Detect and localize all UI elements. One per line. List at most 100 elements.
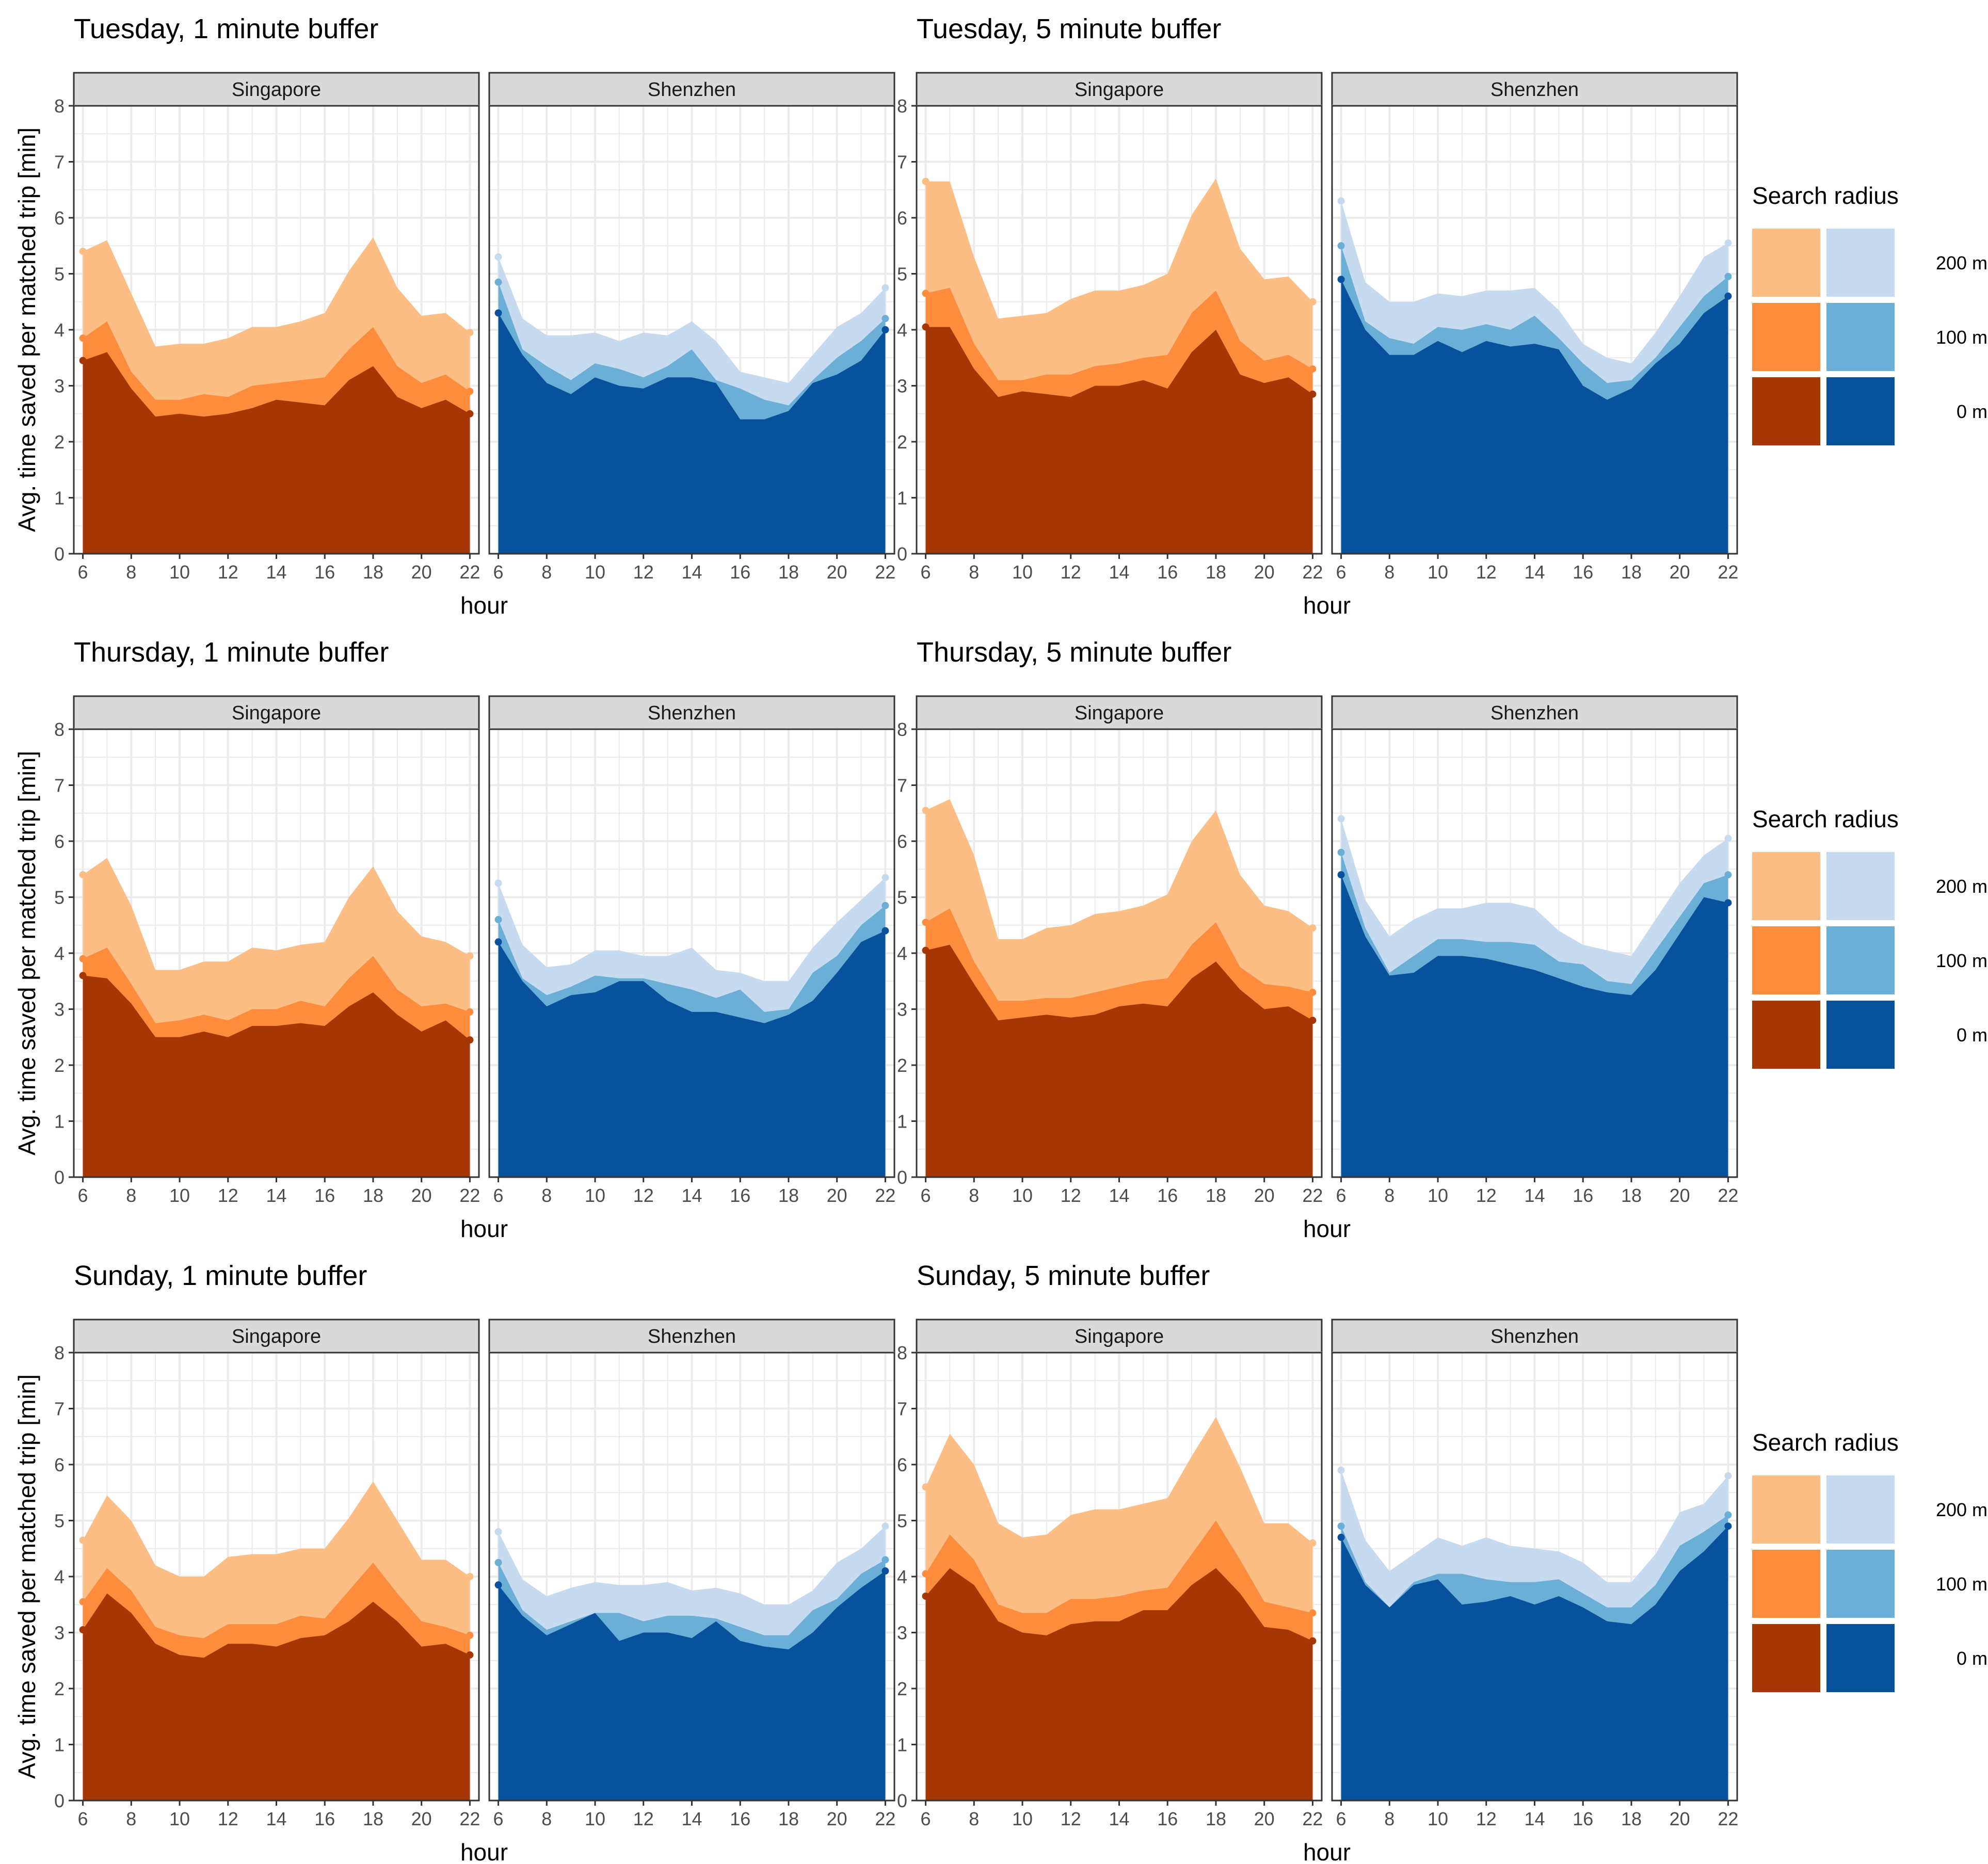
x-tick-label: 16 (1157, 1185, 1178, 1206)
y-tick-label: 5 (897, 264, 907, 285)
legend-3: Search radius 200 m 100 m 0 m (1752, 1429, 1987, 1692)
y-tick-label: 4 (54, 319, 65, 341)
series-point (1309, 298, 1317, 306)
x-tick-label: 16 (314, 1185, 335, 1206)
facet-strip (73, 695, 480, 730)
facet-strip (1331, 72, 1738, 107)
y-tick-label: 4 (897, 943, 907, 964)
x-tick-label: 22 (875, 1185, 895, 1206)
legend-key-shenzhen (1826, 229, 1895, 297)
series-point (1724, 1472, 1732, 1480)
y-tick-label: 6 (54, 831, 65, 852)
x-tick-label: 20 (1254, 561, 1275, 583)
area-series-0m (1341, 1526, 1728, 1801)
x-tick-label: 10 (169, 561, 190, 583)
y-tick-label: 8 (897, 1342, 907, 1363)
series-point (1724, 871, 1732, 879)
x-tick-label: 14 (1524, 1808, 1545, 1829)
series-point (1309, 1017, 1317, 1024)
legend-key-singapore (1752, 377, 1820, 445)
facet-label: Shenzhen (1490, 79, 1579, 101)
x-tick-label: 20 (1670, 561, 1690, 583)
facet-strip (488, 695, 895, 730)
x-tick-label: 18 (1621, 561, 1642, 583)
x-tick-label: 12 (1476, 1185, 1497, 1206)
facet-strip (73, 1319, 480, 1354)
legend-title: Search radius (1752, 806, 1899, 832)
facet-strip (1331, 695, 1738, 730)
series-point (1309, 1609, 1317, 1617)
x-tick-label: 18 (778, 1185, 799, 1206)
y-tick-label: 4 (54, 1566, 65, 1587)
x-tick-label: 8 (541, 561, 552, 583)
series-point (922, 807, 929, 814)
y-tick-label: 1 (897, 1111, 907, 1132)
x-tick-label: 20 (411, 1185, 432, 1206)
x-tick-label: 18 (363, 1185, 383, 1206)
x-tick-label: 8 (126, 561, 136, 583)
series-point (922, 178, 929, 185)
x-tick-label: 12 (1061, 1185, 1081, 1206)
series-point (881, 927, 889, 935)
x-tick-label: 22 (459, 1185, 480, 1206)
series-point (922, 323, 929, 331)
x-tick-label: 14 (681, 1185, 702, 1206)
legend-label: 0 m (1957, 1024, 1987, 1046)
y-tick-label: 2 (897, 1055, 907, 1076)
x-tick-label: 22 (1302, 561, 1323, 583)
x-tick-label: 20 (411, 1808, 432, 1829)
series-point (881, 1567, 889, 1575)
facet-strip (916, 1319, 1323, 1354)
y-tick-label: 3 (54, 1622, 65, 1644)
x-tick-label: 20 (411, 561, 432, 583)
facet-panel-shenzhen: Shenzhen 6 8 10 12 14 16 18 20 22 (488, 72, 895, 583)
legend-key-singapore (1752, 1624, 1820, 1692)
y-tick-label: 6 (897, 207, 907, 229)
x-tick-label: 20 (1254, 1185, 1275, 1206)
legend-1: Search radius 200 m 100 m 0 m (1752, 182, 1987, 445)
y-tick-label: 8 (54, 95, 65, 117)
x-tick-label: 8 (126, 1808, 136, 1829)
legend-label: 200 m (1936, 252, 1987, 274)
chart-title: Thursday, 5 minute buffer (917, 637, 1231, 668)
y-tick-label: 3 (897, 1622, 907, 1644)
x-tick-label: 20 (827, 561, 847, 583)
legend-key-singapore (1752, 1475, 1820, 1544)
x-tick-label: 16 (1573, 1808, 1593, 1829)
series-point (494, 915, 502, 923)
series-point (1724, 899, 1732, 907)
x-tick-label: 8 (541, 1808, 552, 1829)
y-tick-label: 0 (54, 1790, 65, 1811)
legend-label: 100 m (1936, 1573, 1987, 1595)
x-tick-label: 10 (1428, 1808, 1448, 1829)
x-tick-label: 14 (266, 1808, 286, 1829)
y-tick-label: 0 (54, 543, 65, 565)
series-point (79, 248, 87, 255)
legend-key-shenzhen (1826, 1475, 1895, 1544)
x-tick-label: 6 (921, 1185, 931, 1206)
facet-label: Shenzhen (1490, 702, 1579, 724)
legend-key-shenzhen (1826, 1550, 1895, 1618)
series-point (1337, 242, 1345, 250)
series-point (881, 1522, 889, 1530)
series-point (1724, 239, 1732, 247)
facet-strip (1331, 1319, 1738, 1354)
y-tick-label: 5 (54, 264, 65, 285)
x-tick-label: 20 (1670, 1185, 1690, 1206)
y-tick-label: 0 (897, 1790, 907, 1811)
x-tick-label: 22 (1718, 561, 1738, 583)
facet-strip (73, 72, 480, 107)
series-point (1309, 924, 1317, 932)
y-tick-label: 3 (54, 999, 65, 1020)
area-series-0m (925, 327, 1313, 554)
x-tick-label: 20 (1670, 1808, 1690, 1829)
x-tick-label: 8 (126, 1185, 136, 1206)
facet-label: Singapore (1075, 702, 1164, 724)
legend-label: 200 m (1936, 1499, 1987, 1520)
y-tick-label: 5 (54, 887, 65, 908)
y-tick-label: 7 (54, 152, 65, 173)
